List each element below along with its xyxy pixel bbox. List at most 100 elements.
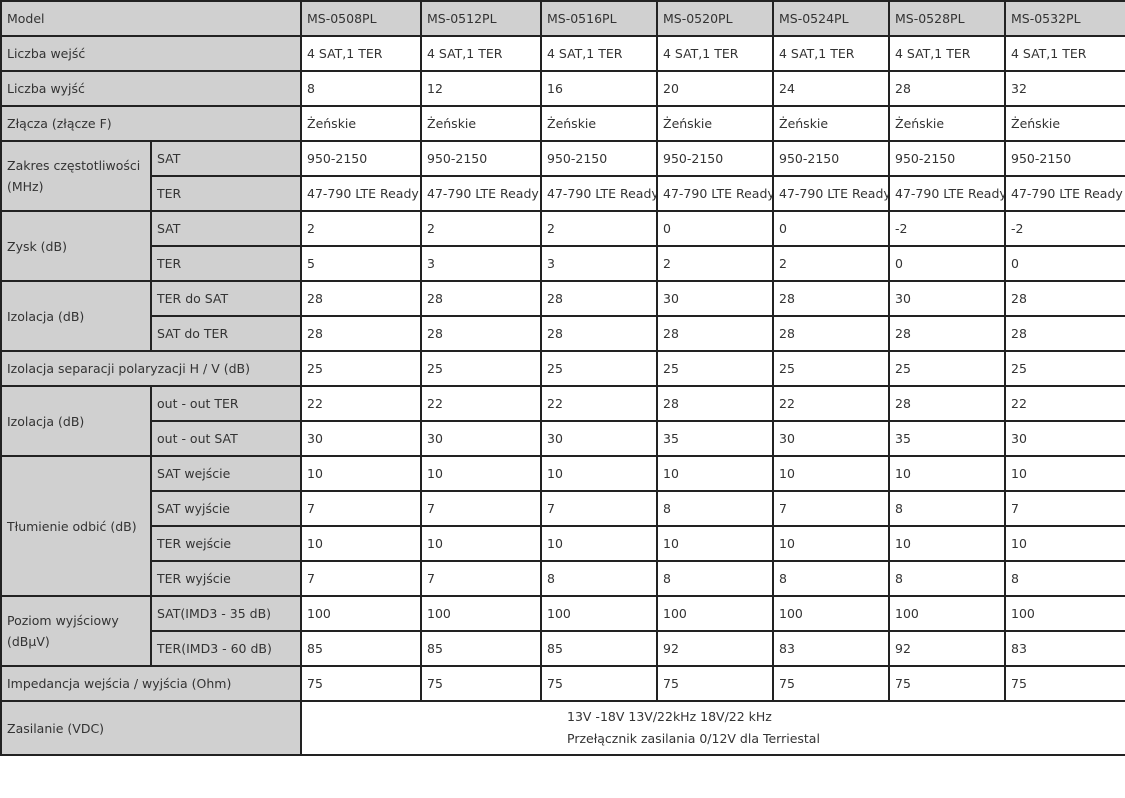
- group-label: Poziom wyjściowy (dBµV): [0, 595, 152, 667]
- value-cell: -2: [1004, 210, 1125, 247]
- value-cell: 4 SAT,1 TER: [420, 35, 542, 72]
- value-cell: 30: [540, 420, 658, 457]
- table-row: TER wejście 10 10 10 10 10 10 10: [1, 525, 1125, 562]
- value-cell: 30: [656, 280, 774, 317]
- value-cell: 0: [888, 245, 1006, 282]
- value-cell: 28: [888, 385, 1006, 422]
- table-row: Liczba wejść 4 SAT,1 TER 4 SAT,1 TER 4 SAT,…: [0, 35, 1125, 72]
- value-cell: 3: [540, 245, 658, 282]
- value-cell: 25: [772, 350, 890, 387]
- table-row: Złącza (złącze F) Żeńskie Żeńskie Żeńskie Że…: [0, 105, 1125, 142]
- value-cell: 85: [420, 630, 542, 667]
- value-cell: 47-790 LTE Ready: [1004, 175, 1125, 212]
- value-cell: 47-790 LTE Ready: [540, 175, 658, 212]
- value-cell: 25: [656, 350, 774, 387]
- spec-table: Model MS-0508PL MS-0512PL MS-0516PL MS-0520P…: [0, 0, 1125, 756]
- value-cell: 75: [300, 665, 422, 702]
- value-cell: 10: [420, 525, 542, 562]
- value-cell: 8: [1004, 560, 1125, 597]
- sub-label: TER wyjście: [150, 560, 302, 597]
- value-cell: Żeńskie: [540, 105, 658, 142]
- table-row: Liczba wyjść 8 12 16 20 24 28 32: [0, 70, 1125, 107]
- model-name: MS-0512PL: [420, 0, 542, 37]
- value-cell: 28: [540, 315, 658, 352]
- value-cell: 85: [300, 630, 422, 667]
- value-cell: 4 SAT,1 TER: [1004, 35, 1125, 72]
- sub-label: TER: [150, 175, 302, 212]
- value-cell: 30: [888, 280, 1006, 317]
- value-cell: 83: [772, 630, 890, 667]
- table-row: Izolacja (dB) TER do SAT 28 28 28 30 28 30 28: [0, 280, 1125, 352]
- table-row: Izolacja (dB) out - out TER 22 22 22 28 22 28 22: [0, 385, 1125, 457]
- value-cell: 7: [420, 490, 542, 527]
- value-cell: 7: [1004, 490, 1125, 527]
- value-cell: 2: [420, 210, 542, 247]
- value-cell: 28: [1004, 315, 1125, 352]
- sub-label: SAT wyjście: [150, 490, 302, 527]
- value-cell: 75: [888, 665, 1006, 702]
- value-cell: 100: [540, 595, 658, 632]
- header-row: Model MS-0508PL MS-0512PL MS-0516PL MS-0520P…: [0, 0, 1125, 37]
- value-cell: 28: [540, 280, 658, 317]
- value-cell: 100: [420, 595, 542, 632]
- value-cell: 75: [772, 665, 890, 702]
- value-cell: 0: [772, 210, 890, 247]
- value-cell: 10: [540, 455, 658, 492]
- power-line-1: 13V -18V 13V/22kHz 18V/22 kHz: [567, 709, 772, 724]
- value-cell: 4 SAT,1 TER: [300, 35, 422, 72]
- value-cell: 75: [656, 665, 774, 702]
- model-name: MS-0524PL: [772, 0, 890, 37]
- value-cell: 35: [656, 420, 774, 457]
- model-name: MS-0516PL: [540, 0, 658, 37]
- sub-label: TER: [150, 245, 302, 282]
- sub-label: TER(IMD3 - 60 dB): [150, 630, 302, 667]
- value-cell: Żeńskie: [300, 105, 422, 142]
- value-cell: 25: [540, 350, 658, 387]
- value-cell: 8: [888, 490, 1006, 527]
- sub-label: SAT: [150, 210, 302, 247]
- sub-label: TER wejście: [150, 525, 302, 562]
- value-cell: 950-2150: [420, 140, 542, 177]
- value-cell: 8: [772, 560, 890, 597]
- value-cell: 28: [300, 315, 422, 352]
- value-cell: 950-2150: [888, 140, 1006, 177]
- value-cell: 7: [300, 490, 422, 527]
- sub-label: SAT do TER: [150, 315, 302, 352]
- value-cell: 4 SAT,1 TER: [888, 35, 1006, 72]
- row-label: Impedancja wejścia / wyjścia (Ohm): [0, 665, 302, 702]
- value-cell: -2: [888, 210, 1006, 247]
- value-cell: 47-790 LTE Ready: [300, 175, 422, 212]
- row-label: Złącza (złącze F): [0, 105, 302, 142]
- value-cell: 950-2150: [772, 140, 890, 177]
- power-value: 13V -18V 13V/22kHz 18V/22 kHz Przełącznik…: [300, 700, 1125, 756]
- row-label: Liczba wejść: [0, 35, 302, 72]
- value-cell: 25: [420, 350, 542, 387]
- value-cell: 75: [540, 665, 658, 702]
- value-cell: 24: [772, 70, 890, 107]
- value-cell: 10: [1004, 525, 1125, 562]
- power-label: Zasilanie (VDC): [0, 700, 302, 756]
- value-cell: 7: [300, 560, 422, 597]
- value-cell: 8: [540, 560, 658, 597]
- value-cell: 75: [420, 665, 542, 702]
- sub-label: SAT(IMD3 - 35 dB): [150, 595, 302, 632]
- value-cell: 5: [300, 245, 422, 282]
- value-cell: 25: [888, 350, 1006, 387]
- value-cell: 28: [772, 315, 890, 352]
- table-row: Tłumienie odbić (dB) SAT wejście 10 10 10 10 1…: [0, 455, 1125, 597]
- value-cell: 10: [888, 455, 1006, 492]
- value-cell: 100: [1004, 595, 1125, 632]
- value-cell: 100: [656, 595, 774, 632]
- table-row: TER 47-790 LTE Ready 47-790 LTE Ready 47-79…: [1, 175, 1125, 212]
- value-cell: 75: [1004, 665, 1125, 702]
- power-line-2: Przełącznik zasilania 0/12V dla Terriest…: [567, 731, 820, 746]
- value-cell: 28: [772, 280, 890, 317]
- table-row: Poziom wyjściowy (dBµV) SAT(IMD3 - 35 dB)…: [0, 595, 1125, 667]
- table-row: SAT do TER 28 28 28 28 28 28 28: [1, 315, 1125, 352]
- value-cell: 47-790 LTE Ready: [772, 175, 890, 212]
- value-cell: 2: [300, 210, 422, 247]
- table-row: Izolacja separacji polaryzacji H / V (dB…: [0, 350, 1125, 387]
- value-cell: Żeńskie: [420, 105, 542, 142]
- value-cell: 950-2150: [300, 140, 422, 177]
- table-row: TER(IMD3 - 60 dB) 85 85 85 92 83 92 83: [1, 630, 1125, 667]
